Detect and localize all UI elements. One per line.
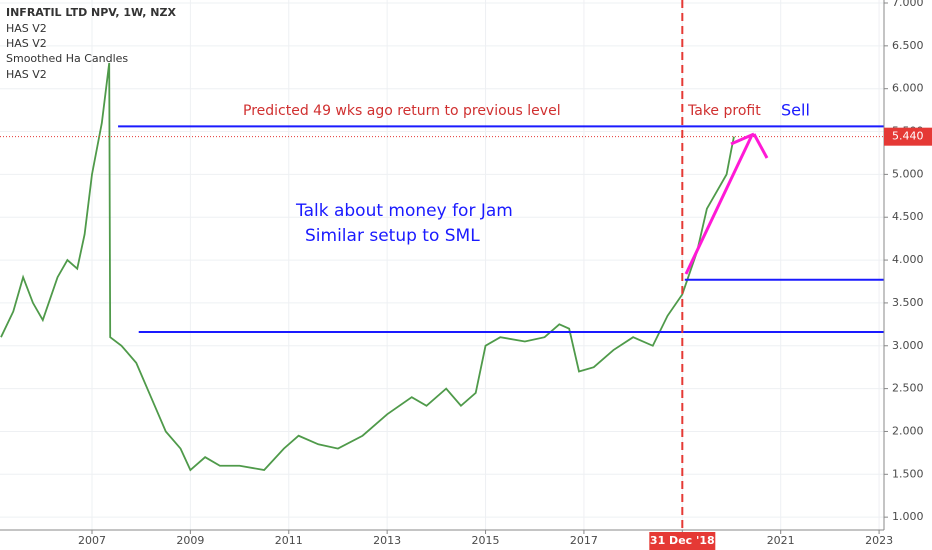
annotation: Take profit <box>687 103 761 119</box>
x-tick-label: 2015 <box>472 534 500 547</box>
indicator: Smoothed Ha Candles <box>6 52 128 65</box>
x-tick-label: 2007 <box>78 534 106 547</box>
x-tick-label: 2017 <box>570 534 598 547</box>
y-tick-label: 4.000 <box>892 253 924 266</box>
date-marker-label: 31 Dec '18 <box>650 534 715 547</box>
y-tick-label: 5.000 <box>892 167 924 180</box>
y-tick-label: 3.000 <box>892 339 924 352</box>
date-marker-box <box>649 532 716 550</box>
annotation: Talk about money for Jam <box>295 201 513 221</box>
price-line <box>0 62 735 472</box>
indicator: HAS V2 <box>6 22 47 35</box>
indicator: HAS V2 <box>6 68 47 81</box>
x-tick-label: 2013 <box>373 534 401 547</box>
y-tick-label: 1.000 <box>892 510 924 523</box>
annotation: Predicted 49 wks ago return to previous … <box>243 103 561 119</box>
x-tick-label: 2011 <box>275 534 303 547</box>
last-price-box <box>884 127 932 146</box>
y-tick-label: 6.000 <box>892 82 924 95</box>
chart-title: INFRATIL LTD NPV, 1W, NZX <box>6 6 176 19</box>
annotation: Sell <box>781 101 810 120</box>
x-tick-label: 2009 <box>176 534 204 547</box>
plot <box>0 0 884 530</box>
y-tick-label: 7.000 <box>892 0 924 9</box>
grid <box>0 0 884 530</box>
arrow-drawing <box>684 132 769 275</box>
y-tick-label: 1.500 <box>892 467 924 480</box>
indicator: HAS V2 <box>6 37 47 50</box>
y-tick-label: 2.500 <box>892 382 924 395</box>
x-tick-label: 2021 <box>767 534 795 547</box>
x-tick-label: 2023 <box>865 534 893 547</box>
annotation: Similar setup to SML <box>305 226 480 246</box>
y-tick-label: 3.500 <box>892 296 924 309</box>
y-tick-label: 6.500 <box>892 39 924 52</box>
y-tick-label: 4.500 <box>892 210 924 223</box>
y-tick-label: 2.000 <box>892 424 924 437</box>
last-price-label: 5.440 <box>892 130 924 143</box>
